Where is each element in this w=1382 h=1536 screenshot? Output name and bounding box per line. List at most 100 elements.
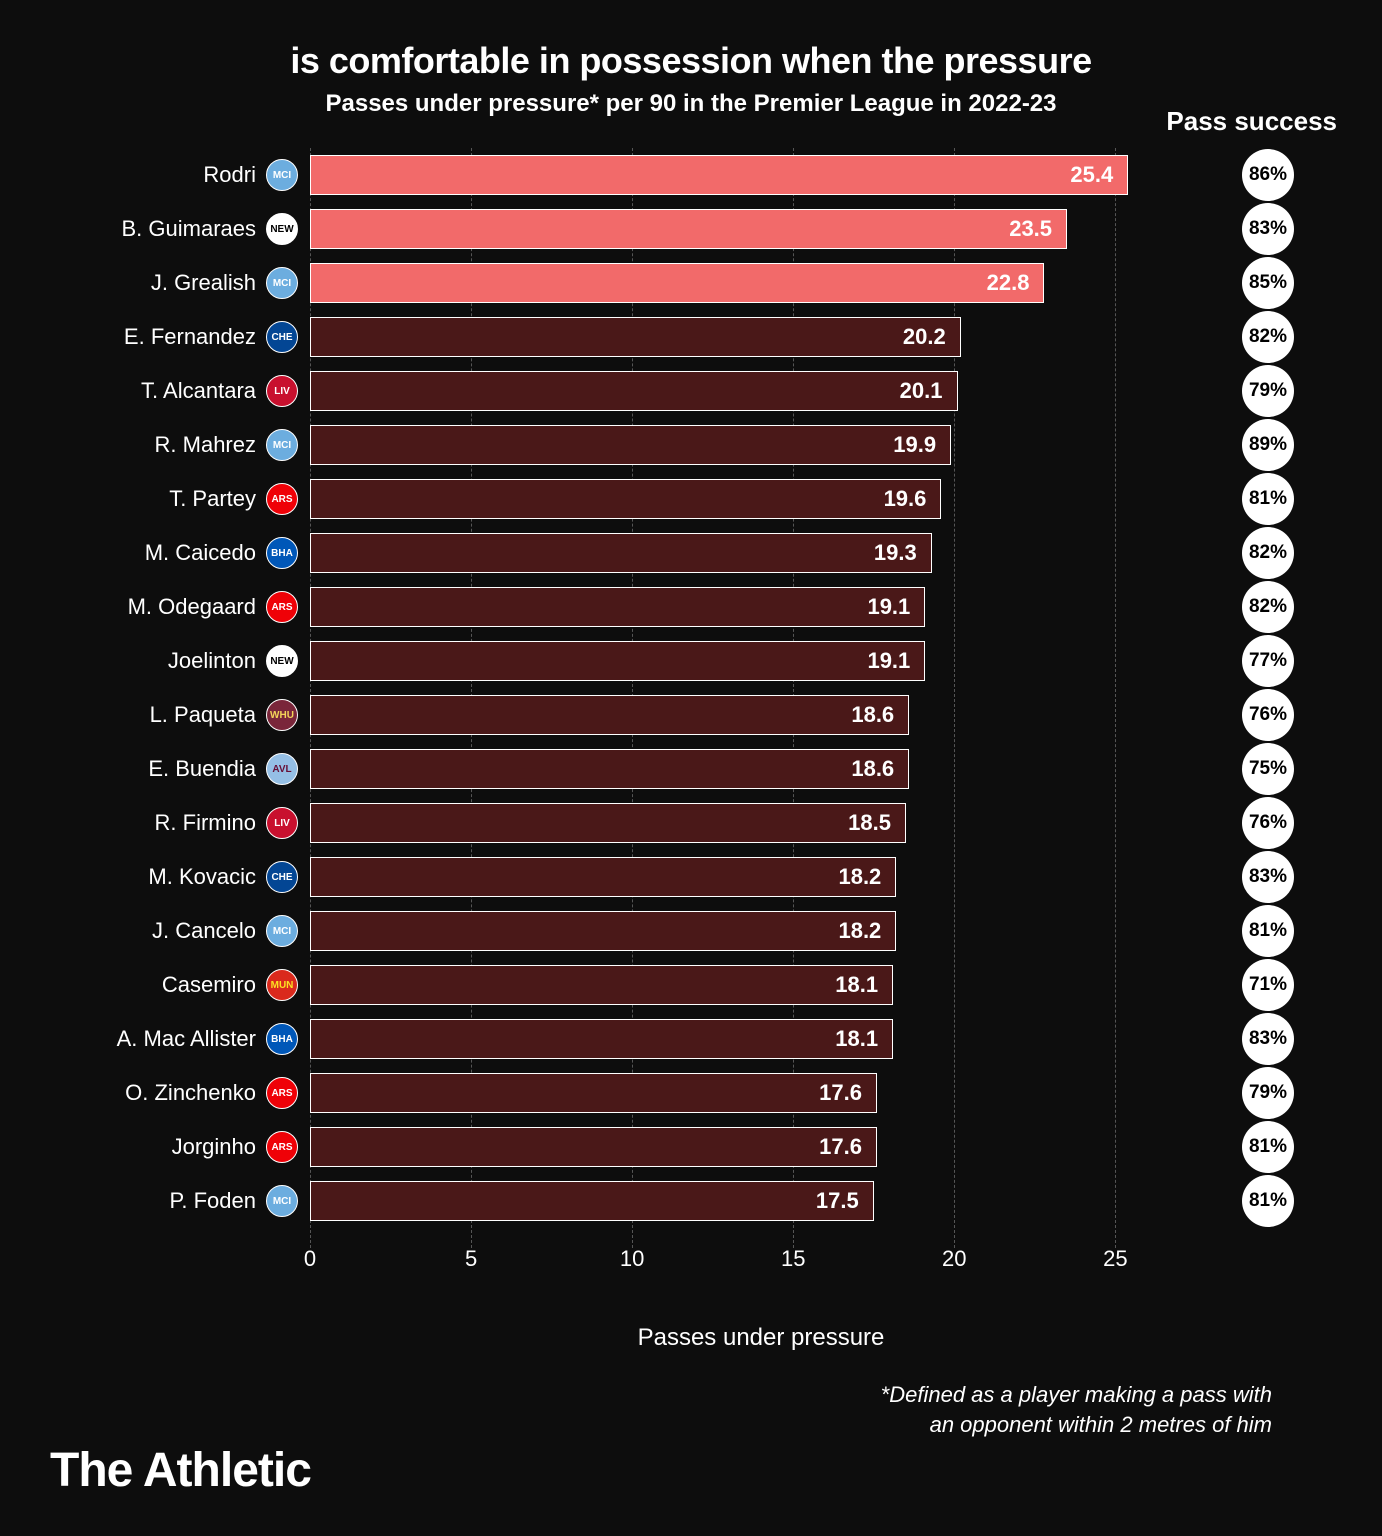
club-badge: NEW (266, 645, 298, 677)
player-name: Jorginho (172, 1134, 256, 1160)
club-badge: BHA (266, 1023, 298, 1055)
club-badge: LIV (266, 375, 298, 407)
club-badge: CHE (266, 861, 298, 893)
bar-track: 18.6 (310, 695, 1212, 735)
bar: 18.1 (310, 965, 893, 1005)
success-badge: 86% (1242, 149, 1294, 201)
bar: 18.1 (310, 1019, 893, 1059)
bar-value: 18.6 (851, 756, 894, 782)
player-name: R. Firmino (155, 810, 256, 836)
bar-track: 17.6 (310, 1127, 1212, 1167)
bar: 17.6 (310, 1127, 877, 1167)
x-tick: 15 (781, 1246, 805, 1272)
club-badge: ARS (266, 591, 298, 623)
bar-value: 18.1 (835, 1026, 878, 1052)
bar-row: T. ParteyARS19.681% (310, 472, 1212, 526)
bar-row: JorginhoARS17.681% (310, 1120, 1212, 1174)
success-column-header: Pass success (1166, 106, 1337, 137)
club-badge: ARS (266, 1131, 298, 1163)
club-badge: AVL (266, 753, 298, 785)
bar-row: T. AlcantaraLIV20.179% (310, 364, 1212, 418)
club-badge: ARS (266, 1077, 298, 1109)
bar: 18.6 (310, 749, 909, 789)
bar-value: 17.5 (816, 1188, 859, 1214)
bar-row: E. BuendiaAVL18.675% (310, 742, 1212, 796)
success-badge: 83% (1242, 203, 1294, 255)
bar-track: 18.2 (310, 857, 1212, 897)
bar: 18.5 (310, 803, 906, 843)
bar-track: 18.5 (310, 803, 1212, 843)
player-name: J. Cancelo (152, 918, 256, 944)
club-badge: MCI (266, 267, 298, 299)
bar: 18.6 (310, 695, 909, 735)
brand-logo: The Athletic (50, 1443, 311, 1498)
club-badge: CHE (266, 321, 298, 353)
player-name: R. Mahrez (155, 432, 256, 458)
success-badge: 79% (1242, 365, 1294, 417)
footnote: *Defined as a player making a pass with … (50, 1380, 1272, 1439)
player-name: B. Guimaraes (122, 216, 257, 242)
bar-row: CasemiroMUN18.171% (310, 958, 1212, 1012)
bar-track: 17.5 (310, 1181, 1212, 1221)
player-name: A. Mac Allister (117, 1026, 256, 1052)
x-tick: 10 (620, 1246, 644, 1272)
bar-track: 20.2 (310, 317, 1212, 357)
bar: 19.9 (310, 425, 951, 465)
bar-value: 18.5 (848, 810, 891, 836)
player-name: T. Partey (169, 486, 256, 512)
bar-value: 22.8 (987, 270, 1030, 296)
bar-row: M. OdegaardARS19.182% (310, 580, 1212, 634)
bar: 20.1 (310, 371, 958, 411)
chart-subtitle: Passes under pressure* per 90 in the Pre… (50, 90, 1332, 118)
success-badge: 76% (1242, 689, 1294, 741)
bar: 18.2 (310, 911, 896, 951)
x-tick: 0 (304, 1246, 316, 1272)
bar: 20.2 (310, 317, 961, 357)
bar-value: 20.1 (900, 378, 943, 404)
bar-row: JoelintonNEW19.177% (310, 634, 1212, 688)
bar-row: M. KovacicCHE18.283% (310, 850, 1212, 904)
player-name: T. Alcantara (141, 378, 256, 404)
club-badge: NEW (266, 213, 298, 245)
player-name: M. Caicedo (145, 540, 256, 566)
success-badge: 83% (1242, 1013, 1294, 1065)
club-badge: ARS (266, 483, 298, 515)
x-axis-label: Passes under pressure (310, 1324, 1212, 1352)
club-badge: MCI (266, 915, 298, 947)
x-tick: 5 (465, 1246, 477, 1272)
success-badge: 85% (1242, 257, 1294, 309)
bar-track: 19.3 (310, 533, 1212, 573)
success-badge: 75% (1242, 743, 1294, 795)
success-badge: 81% (1242, 905, 1294, 957)
bar-track: 18.6 (310, 749, 1212, 789)
player-name: M. Kovacic (148, 864, 256, 890)
bar-row: E. FernandezCHE20.282% (310, 310, 1212, 364)
bar-row: B. GuimaraesNEW23.583% (310, 202, 1212, 256)
success-badge: 81% (1242, 1121, 1294, 1173)
chart-area: RodriMCI25.486%B. GuimaraesNEW23.583%J. … (310, 148, 1212, 1352)
success-badge: 77% (1242, 635, 1294, 687)
x-tick: 20 (942, 1246, 966, 1272)
bar-row: P. FodenMCI17.581% (310, 1174, 1212, 1228)
club-badge: WHU (266, 699, 298, 731)
bar: 22.8 (310, 263, 1044, 303)
club-badge: BHA (266, 537, 298, 569)
player-name: J. Grealish (151, 270, 256, 296)
bar-track: 18.2 (310, 911, 1212, 951)
player-name: E. Fernandez (124, 324, 256, 350)
bar-rows: RodriMCI25.486%B. GuimaraesNEW23.583%J. … (310, 148, 1212, 1228)
club-badge: MCI (266, 1185, 298, 1217)
bar-value: 19.3 (874, 540, 917, 566)
bar: 18.2 (310, 857, 896, 897)
player-name: Rodri (203, 162, 256, 188)
player-name: E. Buendia (148, 756, 256, 782)
bar-track: 17.6 (310, 1073, 1212, 1113)
club-badge: MCI (266, 159, 298, 191)
success-badge: 83% (1242, 851, 1294, 903)
bar-row: M. CaicedoBHA19.382% (310, 526, 1212, 580)
bar-value: 17.6 (819, 1134, 862, 1160)
bar-row: R. MahrezMCI19.989% (310, 418, 1212, 472)
success-badge: 76% (1242, 797, 1294, 849)
bar-track: 22.8 (310, 263, 1212, 303)
bar: 17.6 (310, 1073, 877, 1113)
